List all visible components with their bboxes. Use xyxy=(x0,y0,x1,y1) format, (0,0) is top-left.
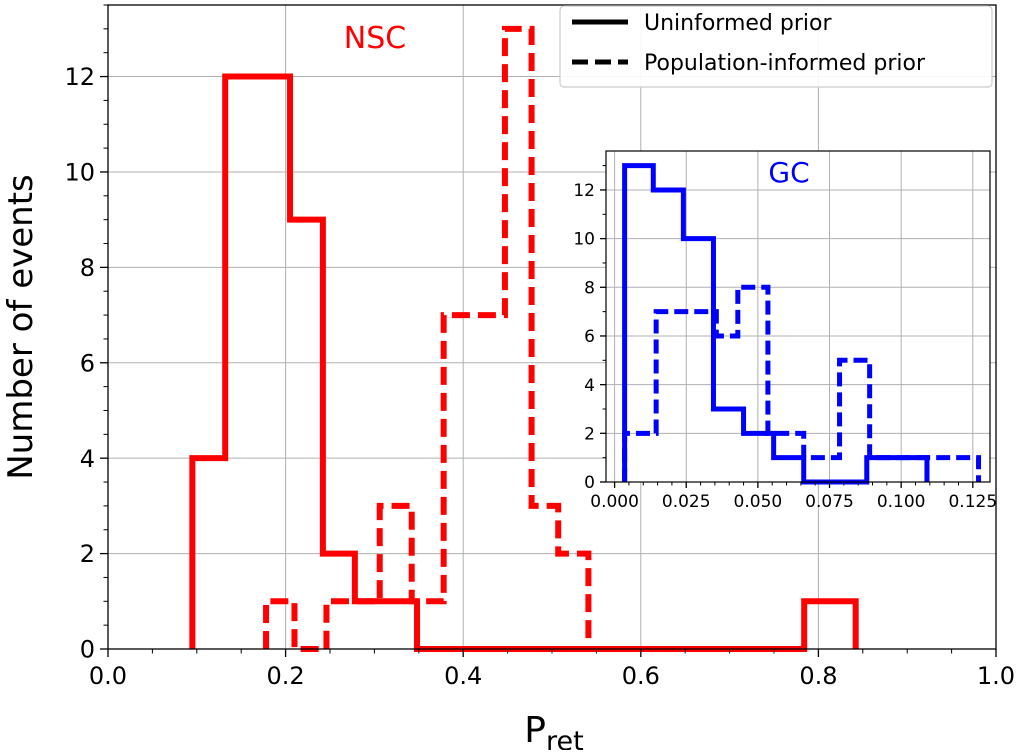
x-axis-label-subscript: ret xyxy=(546,726,584,750)
inset-y-tick-label: 2 xyxy=(584,424,595,444)
main-x-tick-label: 0.4 xyxy=(444,662,482,690)
legend-label-uninformed: Uninformed prior xyxy=(644,11,832,36)
main-y-tick-label: 0 xyxy=(80,636,95,664)
nsc-annotation: NSC xyxy=(344,21,406,56)
legend: Uninformed prior Population-informed pri… xyxy=(559,5,993,88)
main-x-tick-label: 0.2 xyxy=(267,662,305,690)
x-axis-label-main: P xyxy=(524,710,546,750)
inset-x-tick-label: 0.100 xyxy=(877,492,926,512)
main-uninformed-histogram xyxy=(189,73,859,652)
x-axis-label: Pret xyxy=(524,710,583,750)
main-y-tick-label: 4 xyxy=(80,445,95,473)
inset-plot-frame xyxy=(605,150,991,483)
inset-y-tick-label: 0 xyxy=(584,473,595,493)
main-x-tick-label: 1.0 xyxy=(977,662,1015,690)
main-series-group xyxy=(189,25,859,652)
inset-population-informed-histogram xyxy=(622,284,982,482)
legend-label-population-informed: Population-informed prior xyxy=(644,51,926,76)
main-x-tick-label: 0.6 xyxy=(622,662,660,690)
main-population-informed-histogram xyxy=(263,25,592,652)
inset-background xyxy=(606,151,990,482)
inset-x-tick-label: 0.050 xyxy=(734,492,783,512)
main-y-tick-label: 2 xyxy=(80,540,95,568)
inset-y-tick-label: 6 xyxy=(584,327,595,347)
main-ticks: 0.0 0.2 0.4 0.6 0.8 1.0 0 2 4 6 8 10 12 xyxy=(64,4,1015,690)
inset-ticks: 0.000 0.025 0.050 0.075 0.100 0.125 0 2 4 6 8 10 12 xyxy=(573,165,997,512)
main-y-tick-label: 8 xyxy=(80,254,95,282)
inset-uninformed-histogram xyxy=(622,163,930,485)
inset-y-tick-label: 8 xyxy=(584,278,595,298)
main-y-tick-label: 6 xyxy=(80,349,95,377)
main-y-tick-label: 10 xyxy=(64,159,95,187)
inset-y-tick-label: 10 xyxy=(573,230,595,250)
gc-annotation: GC xyxy=(768,156,809,189)
inset-x-tick-label: 0.075 xyxy=(805,492,854,512)
main-x-tick-label: 0.0 xyxy=(89,662,127,690)
main-x-tick-label: 0.8 xyxy=(799,662,837,690)
inset-series-group xyxy=(622,163,982,485)
inset-y-tick-label: 4 xyxy=(584,376,595,396)
main-y-tick-label: 12 xyxy=(64,63,95,91)
inset-y-tick-label: 12 xyxy=(573,181,595,201)
legend-box xyxy=(559,5,993,88)
inset-x-tick-label: 0.000 xyxy=(590,492,639,512)
inset-x-tick-label: 0.025 xyxy=(662,492,711,512)
y-axis-label: Number of events xyxy=(1,174,41,480)
inset-x-tick-label: 0.125 xyxy=(948,492,997,512)
